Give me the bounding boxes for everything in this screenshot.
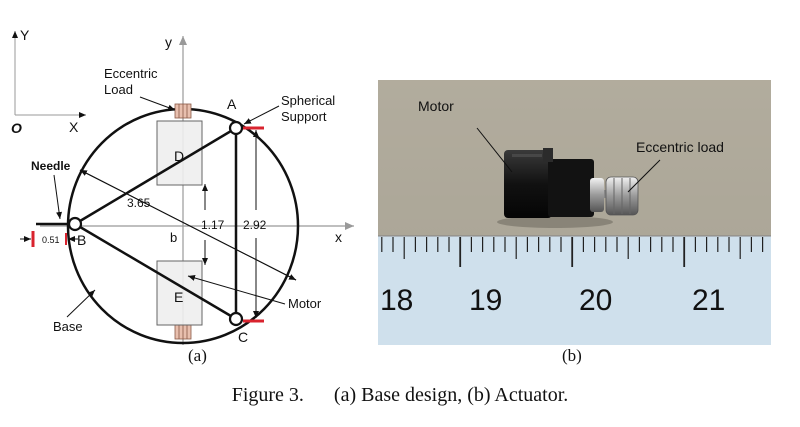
figure-caption-text: (a) Base design, (b) Actuator. <box>334 384 568 406</box>
edge-BA <box>75 128 236 224</box>
figure-caption: Figure 3. (a) Base design, (b) Actuator. <box>0 384 800 407</box>
ruler-number-18: 18 <box>380 284 413 317</box>
origin-label: O <box>11 120 22 136</box>
ruler-number-21: 21 <box>692 284 725 317</box>
eccentric-load-label-b: Eccentric load <box>636 139 724 155</box>
base-leader <box>67 290 95 317</box>
label-b: b <box>170 230 177 245</box>
dim-1-17-label: 1.17 <box>201 218 225 232</box>
eccentric-load-label-line2: Load <box>104 82 133 97</box>
base-design-diagram: Y X O y x D E <box>11 27 354 345</box>
needle-leader <box>54 175 60 219</box>
eccentric-load-photo <box>590 177 638 215</box>
node-B-label: B <box>77 232 86 248</box>
node-C-label: C <box>238 329 248 345</box>
support-A <box>230 122 242 134</box>
subcaption-b: (b) <box>562 346 582 366</box>
ruler-number-19: 19 <box>469 284 502 317</box>
dim-0-51-label: 0.51 <box>42 235 60 245</box>
global-y-label: Y <box>20 27 30 43</box>
subcaption-a: (a) <box>188 346 207 366</box>
motor-label-a: Motor <box>288 296 322 311</box>
eccentric-load-leader <box>140 97 175 110</box>
needle-label: Needle <box>31 159 71 173</box>
global-x-label: X <box>69 119 79 135</box>
dim-2-92-label: 2.92 <box>243 218 267 232</box>
base-label: Base <box>53 319 83 334</box>
eccentric-load-top <box>175 104 191 118</box>
dim-3-65-label: 3.65 <box>127 196 151 210</box>
spherical-support-label-line1: Spherical <box>281 93 335 108</box>
ruler-number-20: 20 <box>579 284 612 317</box>
actuator-photo: 18 19 20 21 Motor Eccentric load <box>378 80 771 345</box>
figure-number: Figure 3. <box>232 384 304 406</box>
support-B <box>69 218 81 230</box>
node-E-label: E <box>174 289 183 305</box>
local-y-label: y <box>165 34 172 50</box>
motor-label-b: Motor <box>418 98 454 114</box>
eccentric-load-label-line1: Eccentric <box>104 66 158 81</box>
spherical-support-label-line2: Support <box>281 109 327 124</box>
local-x-label: x <box>335 229 342 245</box>
eccentric-load-bottom <box>175 325 191 339</box>
node-A-label: A <box>227 96 237 112</box>
support-C <box>230 313 242 325</box>
spherical-support-leader <box>244 106 279 124</box>
